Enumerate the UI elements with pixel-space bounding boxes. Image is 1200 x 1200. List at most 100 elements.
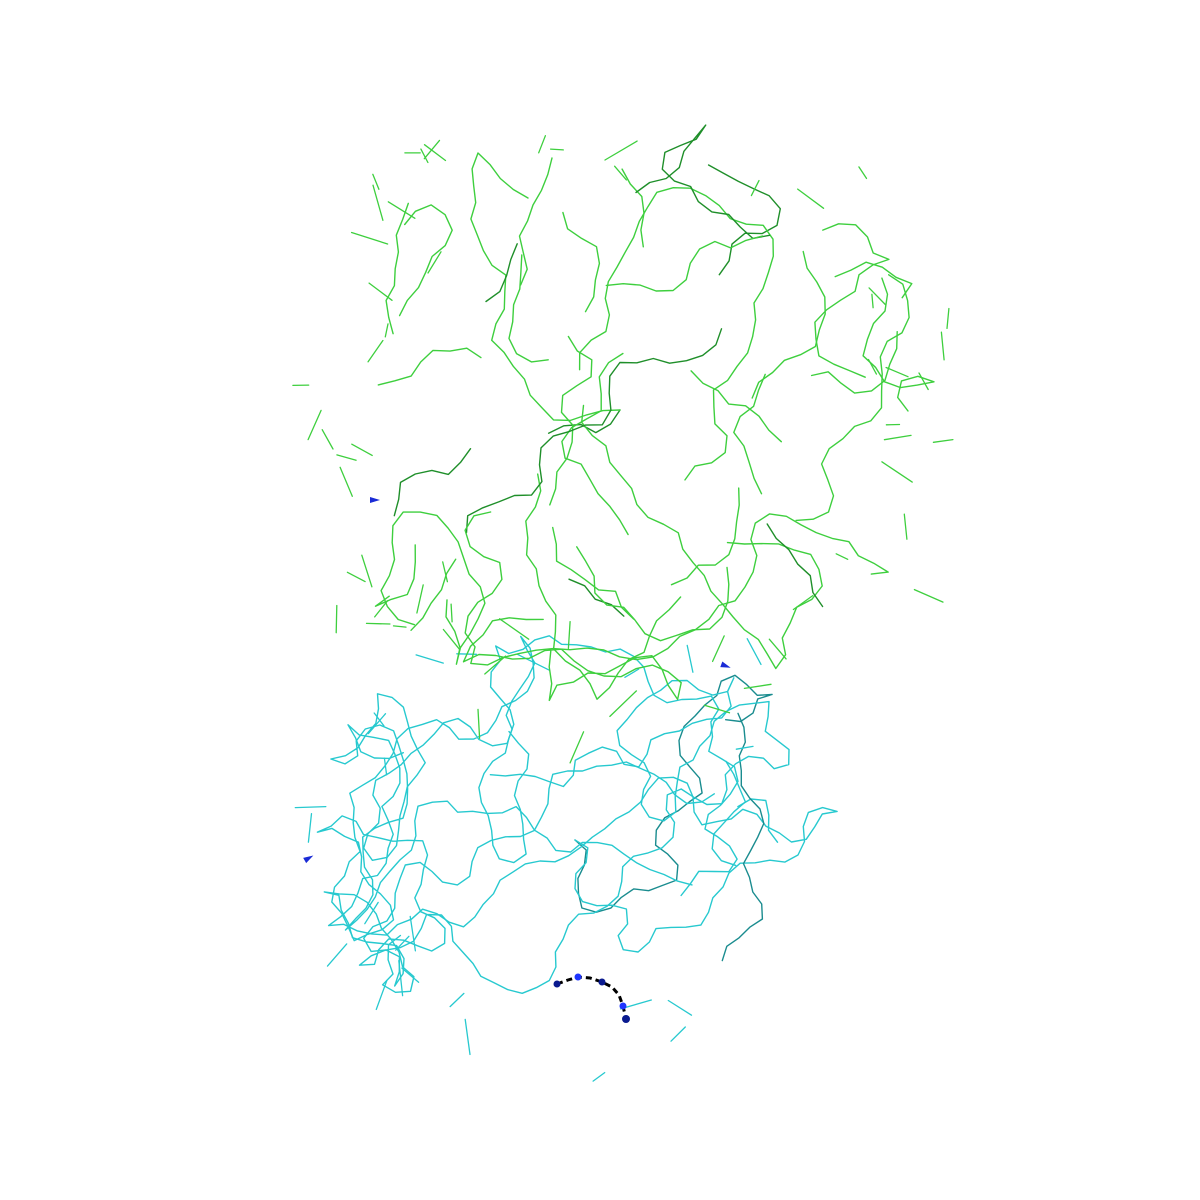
upper-chain-fragment	[336, 454, 357, 461]
lower-chain-segment	[478, 635, 739, 897]
lower-chain-fragment	[326, 943, 348, 967]
ligand-atom	[553, 980, 561, 988]
upper-chain-segment	[733, 373, 766, 495]
lower-chain-segment	[327, 724, 838, 953]
upper-chain-fragment	[549, 148, 564, 151]
upper-chain-segment	[393, 448, 472, 517]
upper-chain-segment	[464, 511, 889, 666]
upper-chain-segment	[568, 578, 625, 617]
upper-chain-segment	[581, 404, 823, 670]
upper-chain-segment	[834, 261, 913, 299]
upper-chain-segment	[795, 274, 910, 522]
upper-chain-fragment	[442, 561, 449, 583]
lower-chain-fragment	[686, 644, 694, 673]
upper-chain-fragment	[768, 638, 787, 660]
upper-chain-fragment	[567, 620, 571, 650]
upper-chain-segment	[465, 328, 723, 534]
upper-chain-segment	[377, 347, 482, 386]
upper-chain-fragment	[797, 188, 825, 209]
lower-chain-segment	[711, 760, 747, 867]
upper-chain-fragment	[711, 635, 725, 663]
upper-chain-fragment	[913, 588, 944, 603]
upper-chain-fragment	[423, 144, 447, 162]
lower-chain-segment	[574, 674, 773, 913]
upper-chain-fragment	[361, 554, 373, 588]
bound-ligand	[553, 973, 630, 1023]
upper-chain-fragment	[372, 173, 380, 190]
upper-chain-segment	[518, 157, 553, 286]
lower-chain-fragment	[592, 1071, 606, 1082]
lower-chain-segment	[737, 798, 779, 843]
ligand-atom	[598, 978, 606, 986]
upper-chain-fragment	[339, 466, 353, 497]
lower-chain-fragment	[667, 999, 693, 1016]
upper-chain-segment	[508, 254, 549, 363]
upper-chain-fragment	[885, 366, 909, 378]
upper-chain-segment	[751, 250, 826, 399]
upper-chain-fragment	[703, 704, 731, 714]
upper-chain-fragment	[351, 443, 373, 457]
upper-chain-fragment	[918, 372, 929, 391]
upper-chain-fragment	[743, 683, 772, 690]
upper-chain-segment	[690, 370, 782, 443]
lower-chain-fragment	[409, 915, 417, 952]
upper-chain-fragment	[365, 622, 391, 625]
lower-chain-fragment	[624, 668, 640, 678]
upper-chain-segment	[670, 487, 740, 586]
terminus-markers	[303, 497, 731, 864]
upper-chain-segment	[766, 523, 824, 608]
upper-chain-segment	[814, 223, 890, 378]
upper-chain-fragment	[868, 287, 886, 306]
upper-chain-segment	[707, 164, 781, 276]
lower-chain-fragment	[395, 935, 410, 951]
upper-chain-segment	[552, 526, 635, 620]
upper-chain-fragment	[750, 179, 760, 197]
upper-chain-fragment	[604, 140, 638, 161]
lower-chain-fragment	[449, 992, 465, 1008]
ligand-trace	[556, 975, 628, 1020]
upper-chain-fragment	[835, 553, 849, 560]
upper-chain-segment	[470, 152, 621, 422]
upper-chain-segment	[525, 473, 682, 700]
lower-chain-fragment	[294, 805, 327, 809]
upper-chain-segment	[410, 558, 457, 631]
lower-chain-fragment	[746, 638, 762, 666]
upper-chain-fragment	[871, 293, 874, 309]
lower-chain-fragment	[670, 1026, 686, 1042]
marker-2	[720, 661, 731, 668]
upper-chain-fragment	[442, 628, 461, 651]
lower-chain-fragment	[367, 713, 387, 735]
upper-chain-fragment	[867, 358, 878, 375]
upper-chain-segment	[621, 168, 645, 248]
upper-chain-fragment	[609, 690, 638, 718]
lower-chain-fragment	[415, 654, 444, 664]
upper-chain-segment	[398, 204, 453, 317]
upper-chain-fragment	[321, 429, 334, 450]
upper-chain-fragment	[367, 339, 384, 363]
upper-chain-fragment	[792, 594, 814, 611]
upper-chain-fragment	[416, 584, 424, 614]
lower-chain-fragment	[307, 812, 313, 843]
upper-chain-segment	[374, 544, 416, 607]
ligand-atom	[622, 1015, 630, 1023]
upper-chain-segment	[485, 243, 518, 303]
lower-chain-backbone	[294, 635, 838, 1082]
upper-chain-segment	[380, 511, 486, 665]
lower-chain-fragment	[464, 1018, 471, 1056]
lower-chain-fragment	[398, 960, 404, 997]
ligand-atom	[619, 1002, 627, 1010]
lower-chain-fragment	[364, 901, 379, 925]
upper-chain-fragment	[307, 409, 322, 441]
upper-chain-fragment	[932, 438, 954, 443]
upper-chain-backbone	[292, 124, 954, 764]
upper-chain-fragment	[883, 434, 912, 441]
upper-chain-segment	[549, 335, 593, 506]
lower-chain-segment	[316, 635, 790, 994]
lower-chain-fragment	[373, 712, 385, 727]
upper-chain-fragment	[569, 731, 585, 764]
upper-chain-segment	[810, 331, 898, 394]
upper-chain-fragment	[427, 251, 442, 274]
lower-chain-fragment	[735, 745, 754, 750]
upper-chain-fragment	[946, 307, 950, 330]
